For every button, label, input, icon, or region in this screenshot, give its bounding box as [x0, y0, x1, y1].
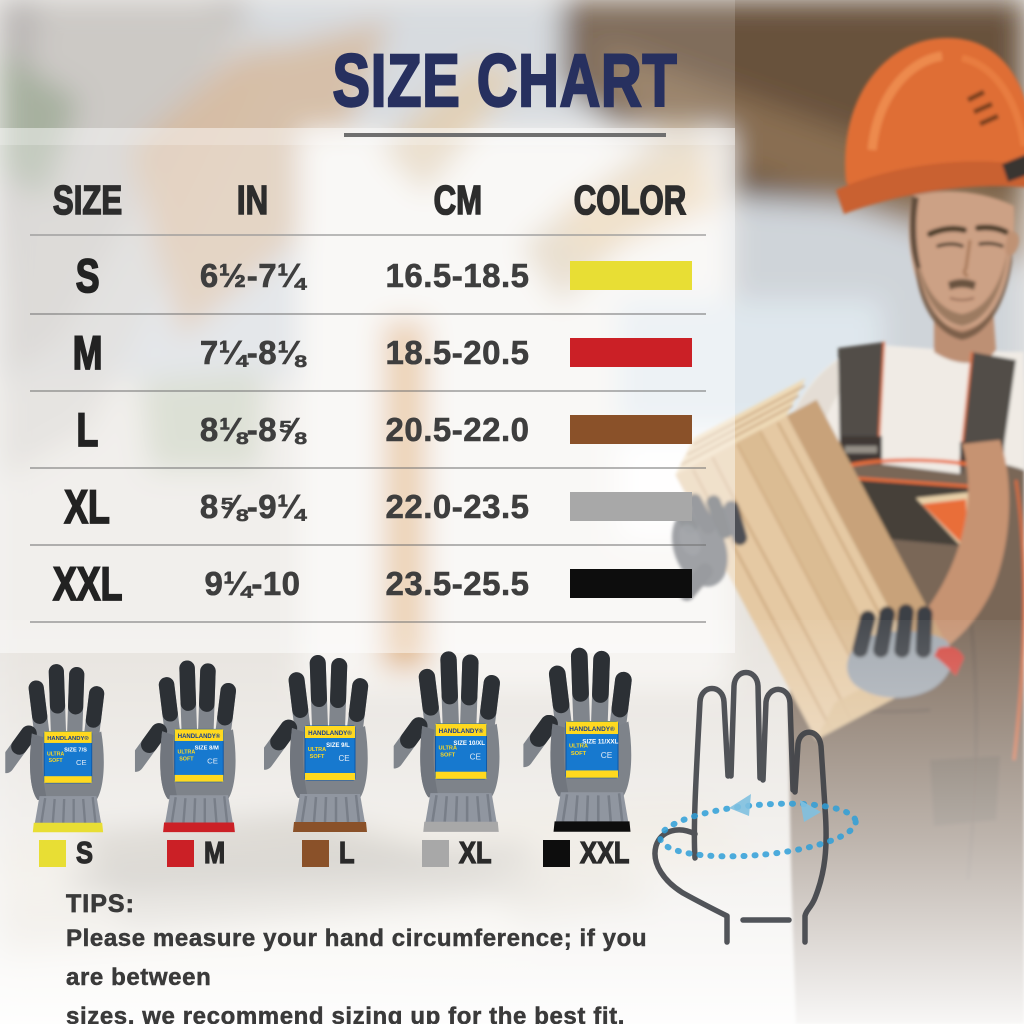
legend-item-xl: XL — [395, 834, 526, 871]
cm-value: 22.0-23.5 — [385, 487, 530, 525]
size-value: XXL — [52, 556, 123, 611]
glove-size-label: SIZE 8/M — [195, 746, 219, 752]
legend-swatch-red — [167, 839, 195, 867]
legend-item-m: M — [133, 834, 264, 871]
glove-cuff-band — [293, 822, 367, 832]
color-swatch-black — [569, 569, 692, 598]
tips-block: TIPS: Please measure your hand circumfer… — [66, 890, 666, 1024]
table-row-m: M 7¼-8⅛ 18.5-20.5 — [30, 315, 706, 392]
column-header-size: SIZE — [52, 176, 123, 224]
inches-value: 7¼-8⅛ — [199, 333, 306, 371]
legend-swatch-brown — [301, 839, 329, 867]
glove-image-m: SIZE 8/M — [134, 648, 262, 837]
size-value: XL — [64, 479, 111, 534]
title-underline — [344, 133, 666, 137]
glove-cuff-band — [32, 822, 104, 833]
legend-label: S — [75, 834, 93, 870]
legend-item-l: L — [264, 834, 395, 871]
cm-value: 23.5-25.5 — [385, 564, 530, 602]
color-swatch-red — [569, 338, 692, 367]
glove-image-l: SIZE 9/L — [264, 642, 395, 837]
tips-line-1: Please measure your hand circumference; … — [66, 925, 648, 992]
header-divider — [30, 234, 706, 236]
table-row-l: L 8⅛-8⅝ 20.5-22.0 — [30, 392, 706, 469]
size-value: S — [75, 248, 100, 303]
cm-value: 18.5-20.5 — [385, 333, 530, 371]
glove-cuff-band — [163, 822, 235, 833]
legend-swatch-yellow — [38, 839, 66, 867]
glove-cuff-band — [553, 821, 631, 832]
glove-image-xl: SIZE 10/XL — [393, 638, 528, 837]
page-title: SIZE CHART — [332, 38, 678, 123]
size-value: M — [72, 325, 103, 380]
glove-image-xxl: SIZE 11/XXL — [523, 634, 659, 837]
color-swatch-brown — [569, 415, 692, 444]
inches-value: 8⅛-8⅝ — [199, 410, 306, 448]
legend-item-s: S — [2, 834, 133, 871]
color-swatch-yellow — [569, 261, 692, 290]
size-table-header: SIZE IN CM COLOR — [30, 172, 706, 228]
legend-swatch-gray — [422, 839, 450, 867]
cm-value: 20.5-22.0 — [385, 410, 530, 448]
size-table: SIZE IN CM COLOR S 6½-7¼ 16.5-18.5 M 7¼-… — [30, 172, 706, 623]
column-header-cm: CM — [433, 176, 483, 224]
inches-value: 9¼-10 — [204, 564, 301, 602]
glove-size-label: SIZE 7/S — [64, 748, 87, 754]
tips-line-2: sizes, we recommend sizing up for the be… — [66, 1003, 625, 1024]
size-color-legend: S M L XL XXL — [2, 834, 662, 871]
page-title-block: SIZE CHART — [145, 38, 865, 137]
glove-cuff-band — [423, 821, 499, 832]
inches-value: 6½-7¼ — [199, 256, 306, 294]
tips-heading: TIPS: — [66, 890, 135, 919]
glove-size-label: SIZE 11/XXL — [582, 738, 618, 745]
table-row-s: S 6½-7¼ 16.5-18.5 — [30, 238, 706, 315]
inches-value: 8⅝-9¼ — [199, 487, 306, 525]
legend-label: XL — [459, 834, 493, 870]
cm-value: 16.5-18.5 — [385, 256, 530, 294]
table-row-xl: XL 8⅝-9¼ 22.0-23.5 — [30, 469, 706, 546]
legend-item-xxl: XXL — [526, 834, 657, 871]
legend-swatch-black — [542, 839, 570, 867]
column-header-color: COLOR — [574, 176, 688, 224]
glove-size-label: SIZE 10/XL — [453, 740, 485, 747]
column-header-in: IN — [236, 176, 269, 224]
color-swatch-gray — [569, 492, 692, 521]
legend-label: XXL — [579, 834, 630, 870]
hand-measurement-icon — [652, 669, 859, 945]
legend-label: M — [204, 834, 226, 870]
size-value: L — [76, 402, 99, 457]
table-row-xxl: XXL 9¼-10 23.5-25.5 — [30, 546, 706, 623]
glove-image-s: SIZE 7/S — [5, 652, 129, 837]
glove-product-row: SIZE 7/S SIZE 8/M SIZE 9/L SIZE 10/XL — [2, 642, 662, 838]
glove-size-label: SIZE 9/L — [326, 743, 350, 749]
legend-label: L — [338, 834, 355, 870]
